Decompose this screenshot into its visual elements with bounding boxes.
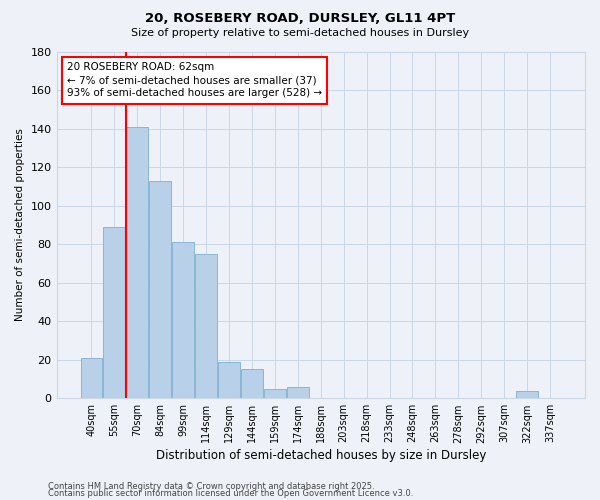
Bar <box>80 358 103 399</box>
Bar <box>516 390 538 398</box>
Bar <box>103 227 125 398</box>
Text: 20, ROSEBERY ROAD, DURSLEY, GL11 4PT: 20, ROSEBERY ROAD, DURSLEY, GL11 4PT <box>145 12 455 26</box>
Text: Size of property relative to semi-detached houses in Dursley: Size of property relative to semi-detach… <box>131 28 469 38</box>
Bar <box>149 180 171 398</box>
Bar <box>127 126 148 398</box>
X-axis label: Distribution of semi-detached houses by size in Dursley: Distribution of semi-detached houses by … <box>155 450 486 462</box>
Bar <box>264 388 286 398</box>
Bar <box>218 362 240 399</box>
Bar <box>241 370 263 398</box>
Bar <box>172 242 194 398</box>
Text: 20 ROSEBERY ROAD: 62sqm
← 7% of semi-detached houses are smaller (37)
93% of sem: 20 ROSEBERY ROAD: 62sqm ← 7% of semi-det… <box>67 62 322 98</box>
Bar <box>287 387 309 398</box>
Text: Contains HM Land Registry data © Crown copyright and database right 2025.: Contains HM Land Registry data © Crown c… <box>48 482 374 491</box>
Bar <box>195 254 217 398</box>
Y-axis label: Number of semi-detached properties: Number of semi-detached properties <box>15 128 25 322</box>
Text: Contains public sector information licensed under the Open Government Licence v3: Contains public sector information licen… <box>48 489 413 498</box>
